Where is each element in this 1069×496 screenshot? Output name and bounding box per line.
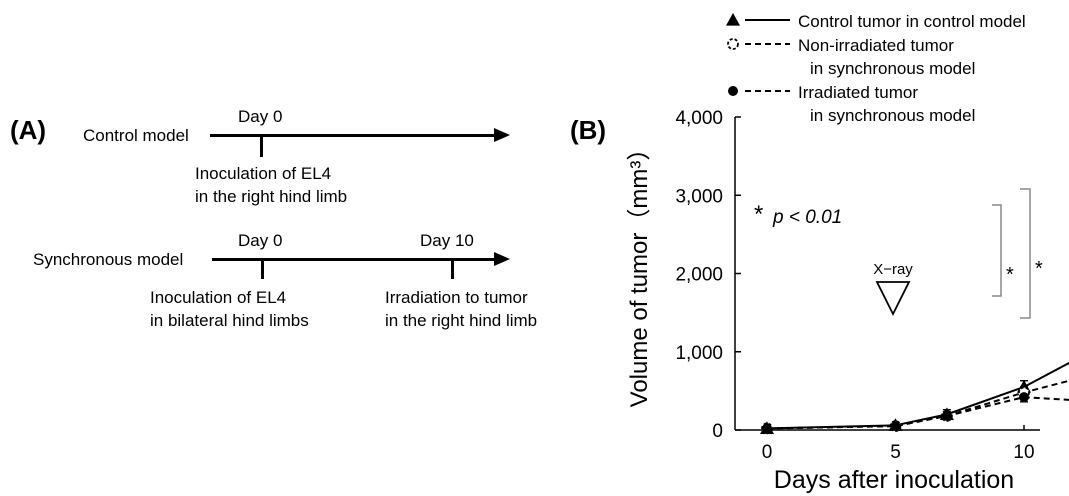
y-tick-label: 4,000 [675,108,723,129]
synchronous-day10-label: Day 10 [420,231,474,250]
x-axis-title: Days after inoculation [774,466,1014,494]
legend-label: Non-irradiated tumor [798,36,954,55]
data-point-filled-circle [1019,392,1029,403]
control-event-line2: in the right hind limb [195,187,348,206]
synchronous-day0-label: Day 0 [238,231,283,250]
bracket-day19 [1020,188,1031,319]
bracket-day19-star: * [1035,258,1043,280]
synchronous-event1-line1: Inoculation of EL4 [150,288,287,307]
bracket-day17 [992,204,1002,297]
series-line-0 [766,361,1069,430]
synchronous-model-label: Synchronous model [33,250,184,269]
y-tick-label: 1,000 [675,343,723,364]
legend-label: Irradiated tumor [798,83,918,102]
control-day0-label: Day 0 [238,107,283,126]
significance-star: * [754,201,763,228]
xray-label: X−ray [873,261,913,278]
y-tick-label: 0 [712,421,723,442]
control-model-label: Control model [83,126,189,145]
xray-triangle-icon [875,281,911,317]
x-tick-label: 10 [1013,442,1034,463]
y-tick-label: 2,000 [675,265,723,286]
control-timeline [210,134,496,137]
control-day0-tick [260,136,263,157]
series-line-1 [766,379,1069,430]
control-event-line1: Inoculation of EL4 [195,164,332,183]
data-point-filled-circle [890,421,901,432]
legend: Control tumor in control model Non-irradi… [726,12,1026,125]
legend-marker-triangle [726,13,740,26]
synchronous-timeline [212,258,496,261]
y-tick-label: 3,000 [675,186,723,207]
control-timeline-arrow [494,128,510,142]
panel-b-label: (B) [570,115,607,145]
synchronous-day10-tick [451,260,454,279]
x-tick-label: 5 [890,442,901,463]
synchronous-event1-line2: in bilateral hind limbs [150,311,309,330]
data-point-filled-circle [762,423,772,434]
y-axis-title: Volume of tumor（mm³） [626,137,653,408]
significance-note: p < 0.01 [772,207,842,228]
data-point-filled-circle [941,410,952,421]
synchronous-event2-line1: Irradiation to tumor [385,288,528,307]
panel-a-label: (A) [10,115,47,145]
legend-marker-filled-circle [728,86,738,96]
legend-label: in synchronous model [810,59,975,78]
legend-label: Control tumor in control model [798,12,1026,31]
legend-label: in synchronous model [810,106,975,125]
synchronous-day0-tick [261,260,264,279]
synchronous-timeline-arrow [494,252,510,266]
x-tick-label: 0 [762,442,773,463]
legend-marker-open-circle [727,38,739,50]
synchronous-event2-line2: in the right hind limb [385,311,538,330]
bracket-day17-star: * [1006,264,1014,286]
